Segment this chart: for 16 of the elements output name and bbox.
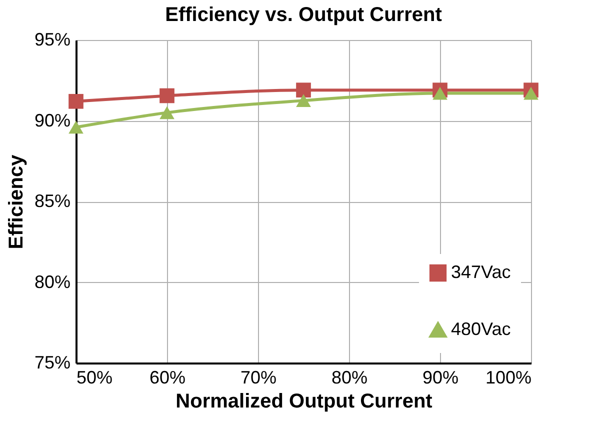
legend-label: 347Vac <box>451 262 511 282</box>
x-tick-label: 70% <box>240 368 277 388</box>
y-tick-label: 90% <box>34 110 70 130</box>
x-tick-label: 100% <box>485 368 532 388</box>
x-tick-label: 60% <box>149 368 186 388</box>
x-axis-title: Normalized Output Current <box>176 390 433 412</box>
y-tick-label: 75% <box>34 352 70 372</box>
y-tick-label: 95% <box>34 30 70 50</box>
x-tick-label: 50% <box>76 368 113 388</box>
x-tick-label: 80% <box>331 368 368 388</box>
y-tick-label: 80% <box>34 272 70 292</box>
chart-title: Efficiency vs. Output Current <box>165 4 442 26</box>
legend-label: 480Vac <box>451 319 511 339</box>
y-axis-title: Efficiency <box>5 154 28 250</box>
y-tick-label: 85% <box>34 191 70 211</box>
x-tick-label: 90% <box>422 368 459 388</box>
